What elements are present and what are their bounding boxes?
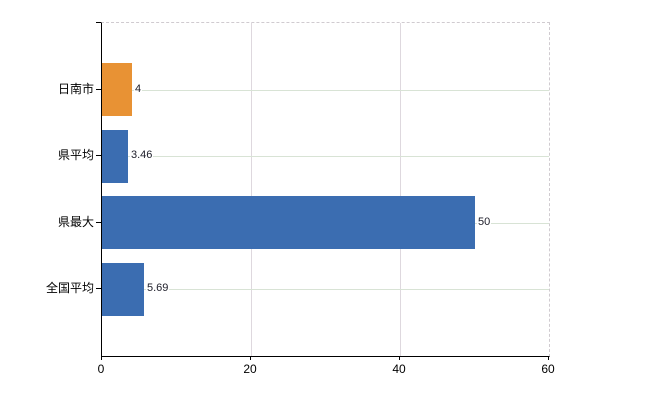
x-axis-tick-label: 60 xyxy=(541,362,555,376)
x-tick-mark xyxy=(399,356,400,360)
x-tick-mark xyxy=(250,356,251,360)
x-axis-tick-label: 40 xyxy=(392,362,406,376)
y-tick-mark xyxy=(96,288,101,289)
x-axis-tick-label: 0 xyxy=(97,362,105,376)
bar-県最大 xyxy=(102,196,475,249)
y-tick-mark xyxy=(96,22,101,23)
gridline-horizontal xyxy=(102,289,549,290)
x-tick-mark xyxy=(548,356,549,360)
y-axis-label: 全国平均 xyxy=(45,281,94,295)
x-axis-tick-label: 20 xyxy=(243,362,257,376)
y-tick-mark xyxy=(96,222,101,223)
y-tick-mark xyxy=(96,89,101,90)
y-axis-label: 日南市 xyxy=(57,82,94,96)
bar-県平均 xyxy=(102,130,128,183)
bar-value-label: 4 xyxy=(134,83,143,96)
gridline-vertical xyxy=(251,23,252,356)
plot-area: 4 3.46 50 5.69 xyxy=(101,22,550,357)
bar-value-label: 5.69 xyxy=(146,282,170,295)
y-axis-label: 県最大 xyxy=(57,215,94,229)
gridline-horizontal xyxy=(102,90,549,91)
bar-全国平均 xyxy=(102,263,144,316)
gridline-horizontal xyxy=(102,156,549,157)
y-axis-label: 県平均 xyxy=(57,148,94,162)
bar-value-label: 50 xyxy=(477,216,492,229)
x-tick-mark xyxy=(101,356,102,360)
y-tick-mark xyxy=(96,155,101,156)
bar-value-label: 3.46 xyxy=(130,149,154,162)
bar-日南市 xyxy=(102,63,132,116)
gridline-vertical xyxy=(400,23,401,356)
